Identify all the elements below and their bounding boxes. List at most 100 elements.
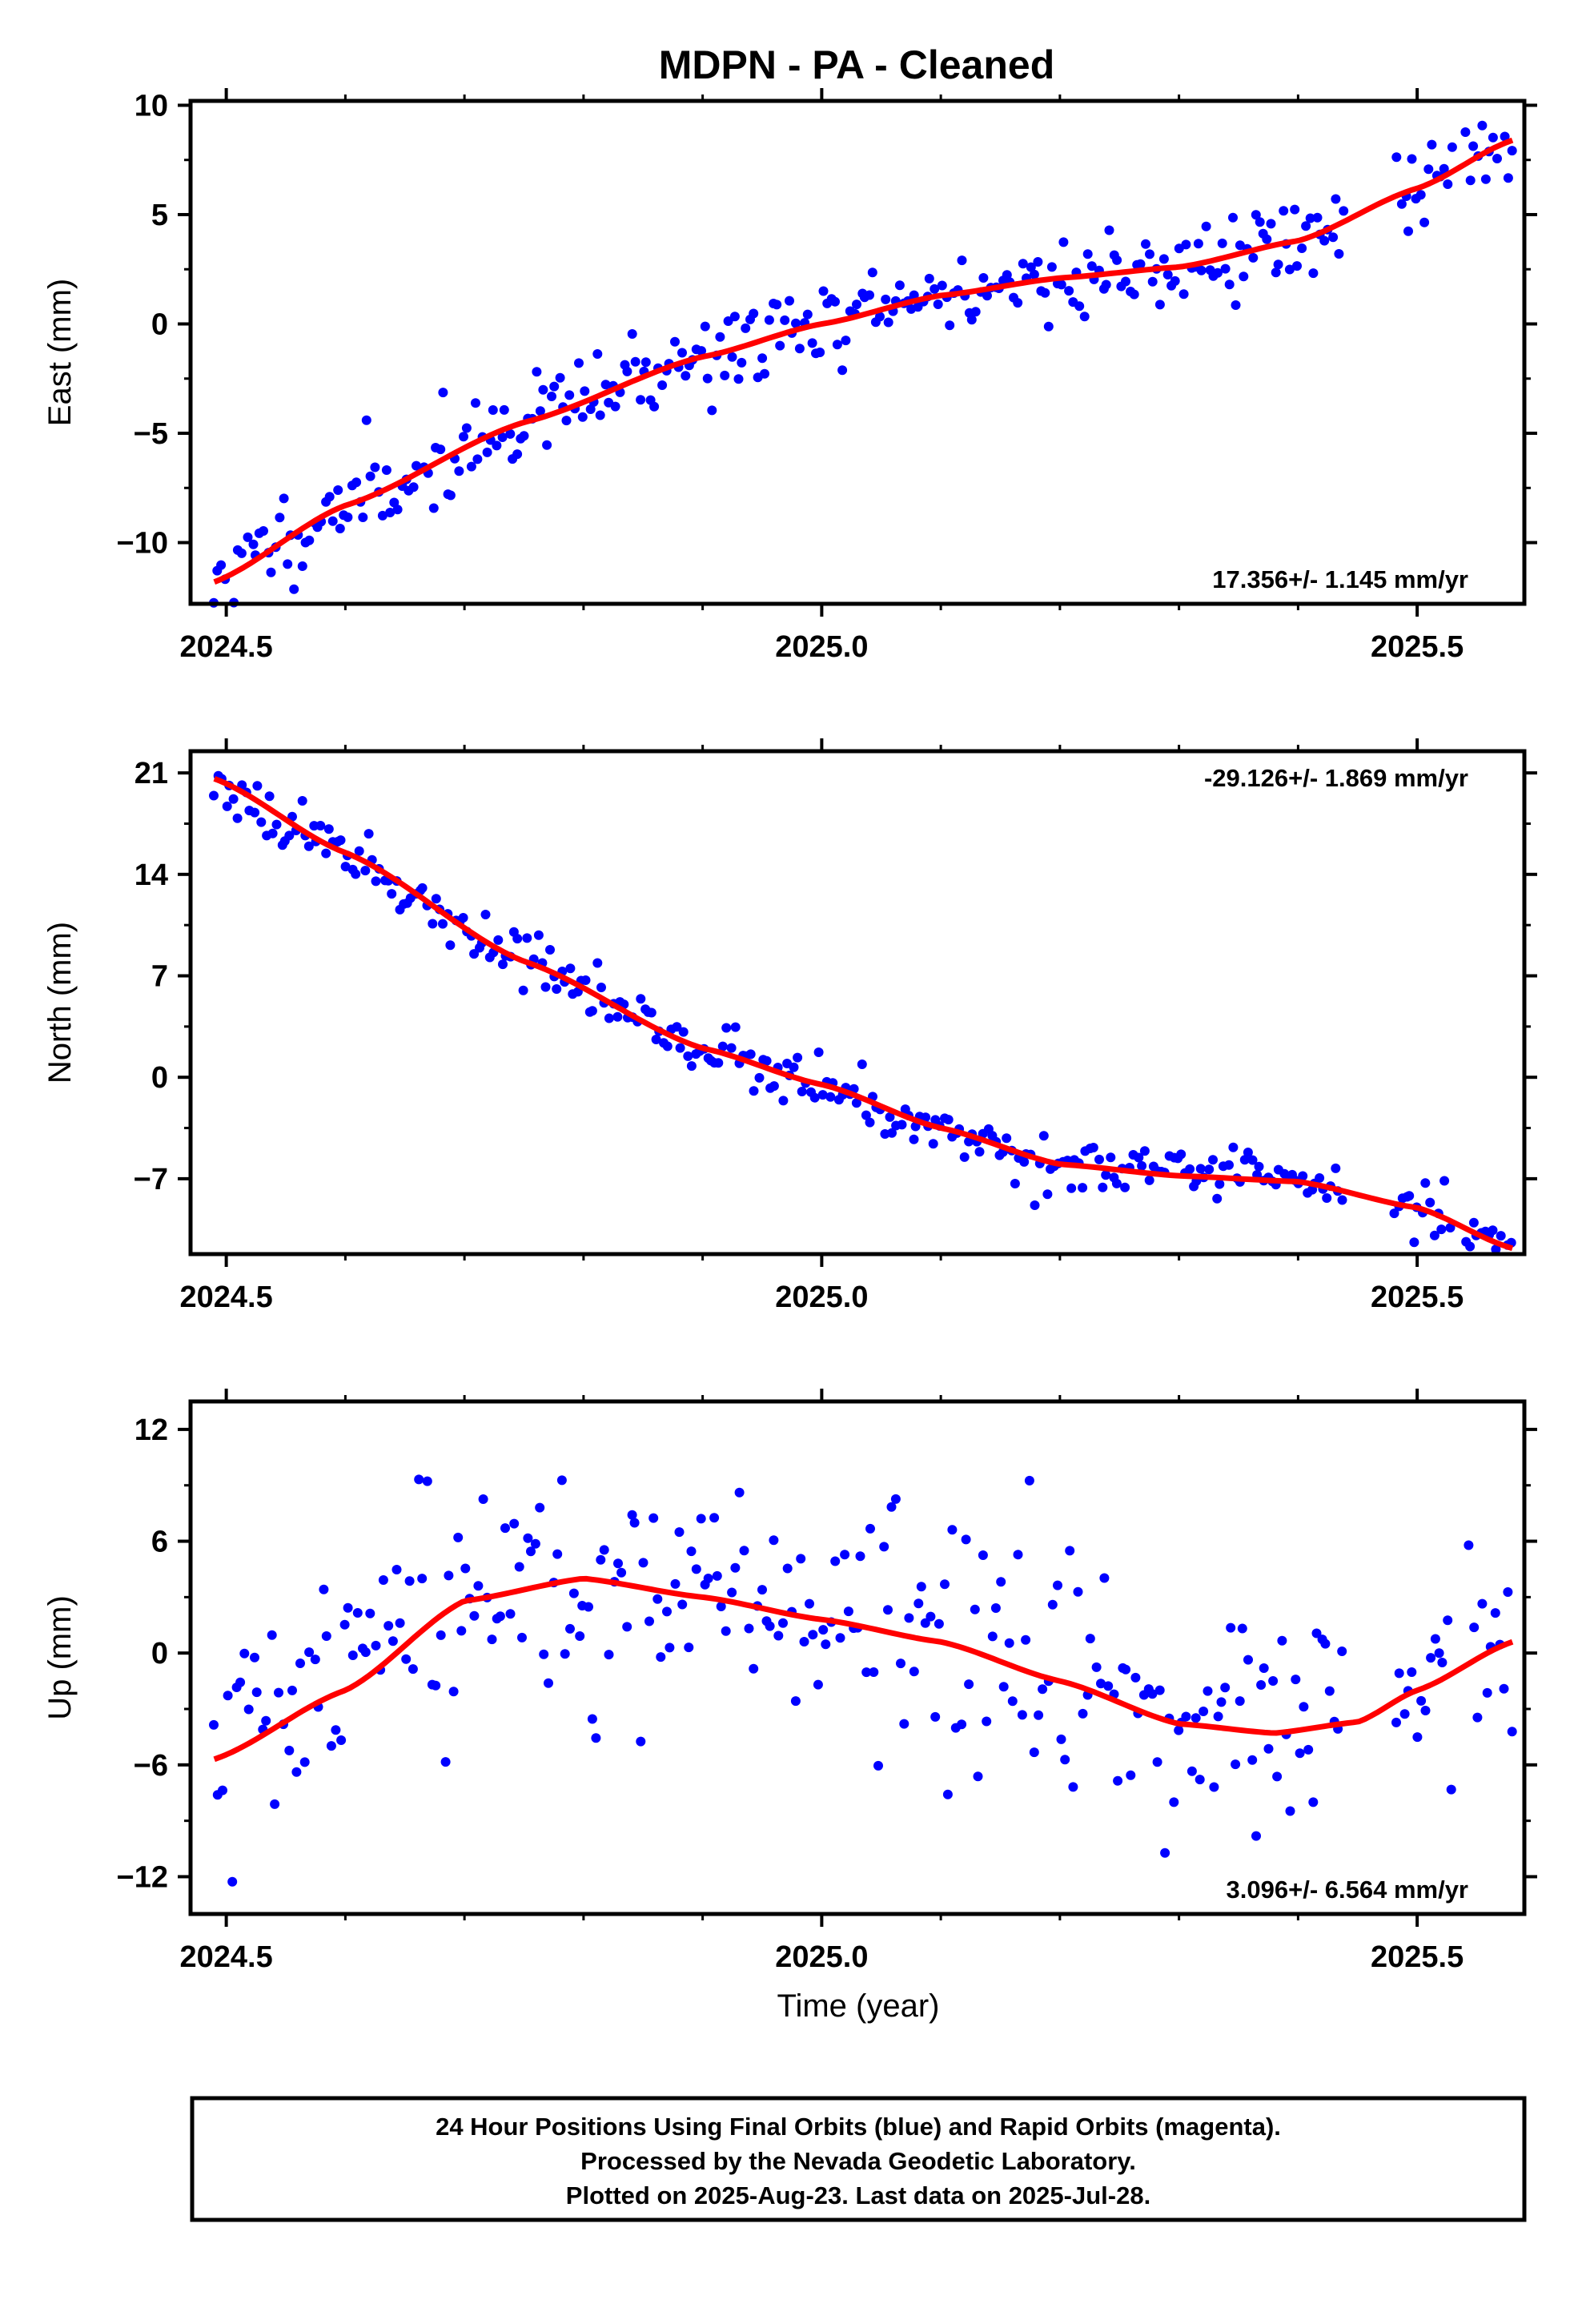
x-tick-label: 2025.0	[775, 630, 868, 664]
data-point	[1208, 1155, 1218, 1165]
data-point	[591, 1733, 601, 1743]
data-point	[674, 1527, 685, 1538]
data-point	[587, 1714, 597, 1724]
data-point	[1308, 268, 1319, 279]
data-point	[1126, 1770, 1136, 1780]
data-point	[232, 813, 243, 823]
data-point	[1331, 1163, 1341, 1173]
data-point	[638, 1558, 648, 1568]
data-point	[222, 801, 232, 811]
data-point	[683, 1051, 693, 1061]
data-point	[937, 280, 947, 291]
data-point	[1311, 1628, 1322, 1638]
data-point	[1277, 1635, 1287, 1646]
data-point	[793, 1052, 803, 1063]
data-point	[1482, 1687, 1492, 1698]
data-point	[1038, 1684, 1048, 1695]
data-point	[809, 1092, 820, 1103]
data-point	[942, 1789, 953, 1799]
data-point	[565, 1623, 575, 1634]
data-point	[592, 349, 603, 359]
data-point	[556, 1475, 567, 1486]
data-point	[1247, 1755, 1258, 1765]
data-point	[799, 1637, 809, 1647]
data-point	[1394, 1668, 1404, 1679]
data-point	[270, 1799, 280, 1809]
data-point	[1337, 1647, 1347, 1656]
data-point	[1178, 289, 1189, 300]
data-point	[1237, 1623, 1247, 1634]
data-point	[1147, 1689, 1158, 1699]
data-point	[757, 1585, 767, 1595]
data-point	[741, 323, 751, 333]
data-point	[1224, 279, 1235, 290]
up-rate-label: 3.096+/- 6.564 mm/yr	[1227, 1876, 1468, 1904]
data-point	[1029, 269, 1039, 279]
data-point	[1046, 262, 1057, 272]
data-point	[574, 358, 584, 368]
data-point	[1465, 1241, 1476, 1252]
data-point	[1074, 301, 1085, 312]
data-point	[227, 1876, 238, 1887]
y-tick-label: −6	[134, 1749, 168, 1783]
data-point	[519, 431, 529, 441]
data-point	[974, 1147, 985, 1157]
data-point	[250, 1652, 259, 1663]
data-point	[894, 280, 905, 291]
data-point	[612, 1011, 623, 1022]
data-point	[1134, 1152, 1144, 1163]
data-point	[887, 1128, 897, 1138]
data-point	[1204, 1164, 1215, 1175]
data-point	[587, 1006, 597, 1016]
data-point	[926, 1611, 936, 1622]
data-point	[565, 963, 576, 974]
data-point	[361, 415, 371, 425]
data-point	[339, 1619, 350, 1630]
data-point	[1437, 1658, 1447, 1667]
data-point	[1436, 1224, 1447, 1235]
data-point	[1469, 1622, 1480, 1633]
data-point	[1295, 1748, 1305, 1759]
data-point	[271, 819, 282, 830]
data-point	[1423, 164, 1434, 175]
y-tick-label: 5	[151, 199, 168, 232]
data-point	[315, 821, 326, 830]
data-point	[1328, 232, 1339, 243]
data-point	[428, 919, 438, 929]
data-point	[370, 462, 380, 472]
y-tick-label: 0	[151, 308, 168, 342]
data-point	[865, 1523, 875, 1534]
data-point	[924, 273, 934, 283]
data-point	[886, 1502, 897, 1512]
data-point	[1389, 1208, 1399, 1219]
data-point	[1429, 1230, 1439, 1240]
data-point	[622, 1622, 632, 1632]
data-point	[352, 1608, 363, 1618]
data-point	[727, 352, 737, 362]
y-tick-label: −10	[117, 527, 168, 561]
data-point	[209, 1719, 219, 1730]
data-point	[852, 300, 861, 310]
data-point	[600, 380, 611, 390]
data-point	[1334, 249, 1344, 259]
data-point	[1324, 1686, 1335, 1696]
data-point	[539, 1649, 549, 1659]
data-point	[930, 1711, 941, 1722]
data-point	[1086, 261, 1097, 271]
data-point	[744, 1623, 754, 1634]
data-point	[335, 835, 346, 846]
data-point	[1212, 1193, 1223, 1204]
data-point	[1145, 249, 1154, 259]
data-point	[304, 1647, 315, 1658]
footer-line-2: Processed by the Nevada Geodetic Laborat…	[580, 2147, 1136, 2175]
data-point	[564, 390, 575, 400]
data-point	[730, 1562, 741, 1573]
data-point	[794, 344, 805, 354]
data-point	[928, 1139, 938, 1149]
data-point	[1279, 206, 1289, 216]
data-point	[813, 1679, 823, 1690]
data-point	[604, 1650, 614, 1660]
data-point	[538, 384, 548, 395]
data-point	[428, 503, 439, 513]
